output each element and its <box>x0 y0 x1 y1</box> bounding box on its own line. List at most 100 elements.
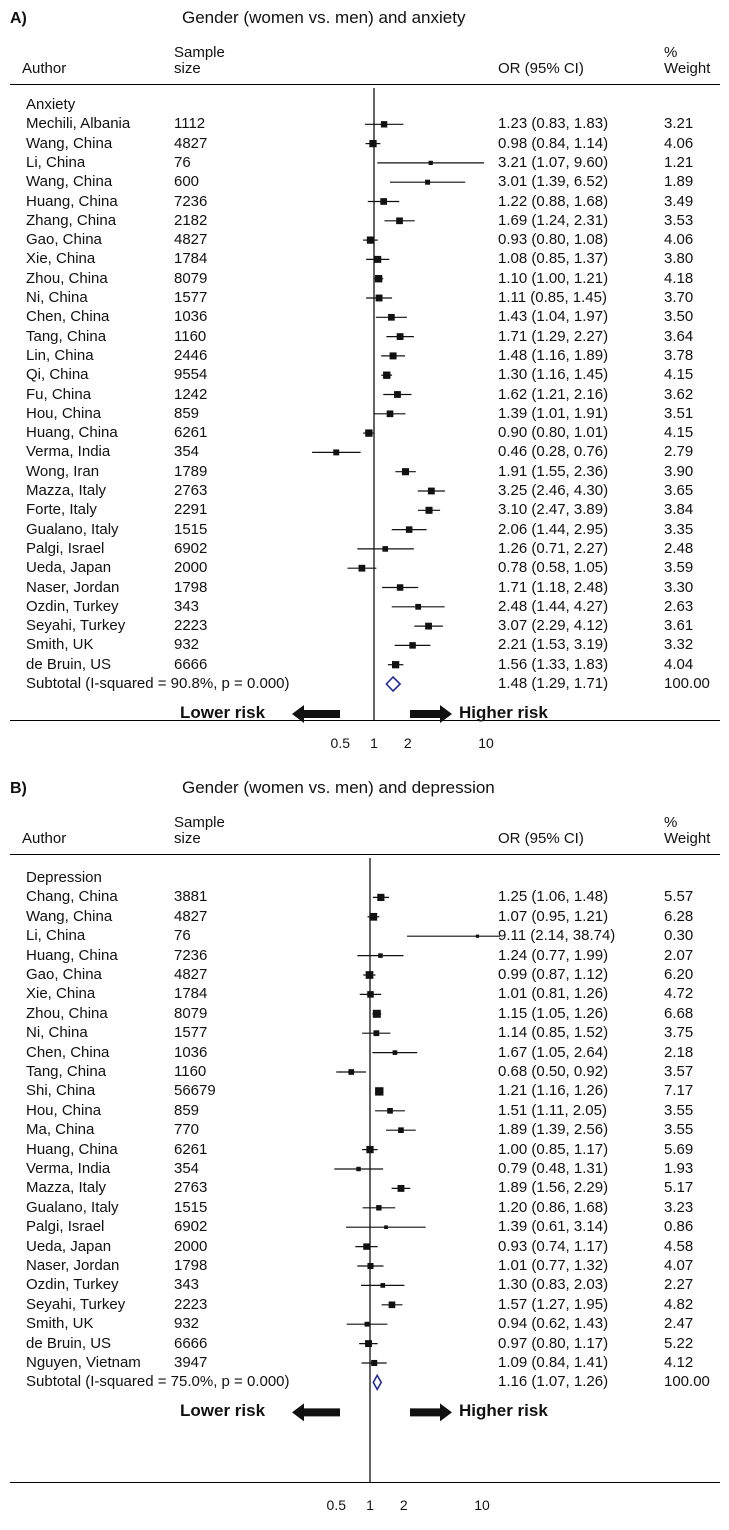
study-or-ci: 2.21 (1.53, 3.19) <box>498 636 609 654</box>
study-or-ci: 1.08 (0.85, 1.37) <box>498 250 609 268</box>
point-estimate <box>425 506 433 514</box>
point-estimate <box>373 1030 380 1037</box>
point-estimate <box>375 1087 384 1096</box>
study-weight: 3.21 <box>664 115 694 133</box>
point-estimate <box>425 622 432 630</box>
study-weight: 2.47 <box>664 1315 694 1333</box>
study-weight: 3.53 <box>664 211 694 229</box>
header-weight-1: % <box>664 814 678 831</box>
study-or-ci: 1.01 (0.77, 1.32) <box>498 1257 609 1274</box>
study-sample-size: 1515 <box>174 1198 208 1216</box>
study-weight: 3.49 <box>664 192 694 210</box>
group-label: Anxiety <box>26 96 76 113</box>
study-or-ci: 1.21 (1.16, 1.26) <box>498 1082 609 1100</box>
point-estimate <box>363 1243 370 1250</box>
study-sample-size: 1242 <box>174 385 208 403</box>
study-or-ci: 0.68 (0.50, 0.92) <box>498 1063 609 1080</box>
study-weight: 3.61 <box>664 617 694 635</box>
point-estimate <box>377 893 385 901</box>
study-weight: 0.86 <box>664 1218 694 1236</box>
point-estimate <box>383 371 391 379</box>
study-or-ci: 1.56 (1.33, 1.83) <box>498 655 609 673</box>
subtotal-or-ci: 1.48 (1.29, 1.71) <box>498 675 609 692</box>
study-sample-size: 2763 <box>174 482 208 499</box>
study-weight: 4.15 <box>664 366 694 384</box>
study-author: Huang, China <box>26 946 118 964</box>
study-weight: 3.64 <box>664 327 694 345</box>
study-or-ci: 1.89 (1.39, 2.56) <box>498 1121 609 1139</box>
study-or-ci: 1.48 (1.16, 1.89) <box>498 346 609 364</box>
point-estimate <box>396 584 404 591</box>
study-or-ci: 0.93 (0.80, 1.08) <box>498 231 609 249</box>
point-estimate <box>380 1283 386 1288</box>
study-weight: 4.12 <box>664 1354 694 1371</box>
study-author: Ni, China <box>26 289 88 306</box>
study-author: Verma, India <box>26 443 111 461</box>
study-sample-size: 6902 <box>174 1218 208 1236</box>
study-sample-size: 6902 <box>174 539 208 557</box>
study-or-ci: 1.57 (1.27, 1.95) <box>498 1295 609 1313</box>
study-sample-size: 343 <box>174 597 200 615</box>
point-estimate <box>388 1301 396 1309</box>
forest-plot: 0.5 1 2 10 <box>292 88 494 751</box>
study-author: Ma, China <box>26 1121 95 1139</box>
point-estimate <box>382 546 389 552</box>
point-estimate <box>367 1262 374 1270</box>
study-weight: 5.69 <box>664 1140 694 1158</box>
study-weight: 3.59 <box>664 559 694 577</box>
study-or-ci: 1.69 (1.24, 2.31) <box>498 211 609 229</box>
study-or-ci: 1.30 (1.16, 1.45) <box>498 366 609 384</box>
x-tick-label: 0.5 <box>327 1497 347 1513</box>
study-or-ci: 0.99 (0.87, 1.12) <box>498 966 609 983</box>
study-or-ci: 0.79 (0.48, 1.31) <box>498 1160 609 1177</box>
study-author: Forte, Italy <box>26 501 97 519</box>
study-author: Gao, China <box>26 966 102 983</box>
study-weight: 5.17 <box>664 1179 694 1197</box>
study-weight: 3.84 <box>664 501 694 519</box>
study-author: de Bruin, US <box>26 655 112 673</box>
study-author: Zhou, China <box>26 269 108 287</box>
study-weight: 2.63 <box>664 597 694 615</box>
study-weight: 3.23 <box>664 1198 694 1216</box>
study-sample-size: 1036 <box>174 308 208 326</box>
study-weight: 6.68 <box>664 1004 694 1022</box>
study-sample-size: 343 <box>174 1276 200 1294</box>
study-or-ci: 2.48 (1.44, 4.27) <box>498 597 609 615</box>
study-author: Smith, UK <box>26 636 94 654</box>
study-author: Naser, Jordan <box>26 578 120 596</box>
point-estimate <box>365 1340 372 1348</box>
study-author: Hou, China <box>26 1101 102 1119</box>
forest-plot: 0.5 1 2 10 <box>292 858 500 1513</box>
study-sample-size: 1160 <box>174 1063 207 1080</box>
higher-risk-arrow-icon <box>410 1403 452 1422</box>
study-weight: 5.57 <box>664 888 694 906</box>
study-or-ci: 1.07 (0.95, 1.21) <box>498 907 609 925</box>
study-or-ci: 1.26 (0.71, 2.27) <box>498 539 609 557</box>
study-sample-size: 2000 <box>174 559 208 577</box>
lower-risk-label: Lower risk <box>180 703 266 722</box>
study-author: Chen, China <box>26 308 110 326</box>
point-estimate <box>425 179 431 185</box>
study-or-ci: 0.78 (0.58, 1.05) <box>498 559 609 577</box>
header-sample-2: size <box>174 830 201 847</box>
study-sample-size: 6666 <box>174 1334 208 1352</box>
study-or-ci: 1.71 (1.29, 2.27) <box>498 327 609 345</box>
study-or-ci: 1.01 (0.81, 1.26) <box>498 985 609 1003</box>
study-or-ci: 3.25 (2.46, 4.30) <box>498 482 609 499</box>
study-weight: 0.30 <box>664 927 694 945</box>
study-author: Ozdin, Turkey <box>26 597 119 615</box>
study-weight: 4.04 <box>664 655 694 673</box>
study-author: Seyahi, Turkey <box>26 617 126 635</box>
study-sample-size: 3947 <box>174 1354 208 1371</box>
study-sample-size: 4827 <box>174 134 208 152</box>
study-sample-size: 9554 <box>174 366 208 384</box>
header-rule <box>10 84 720 85</box>
study-or-ci: 1.91 (1.55, 2.36) <box>498 462 609 480</box>
study-sample-size: 354 <box>174 443 200 461</box>
study-author: Huang, China <box>26 424 118 442</box>
axis-rule <box>10 720 720 721</box>
study-sample-size: 76 <box>174 153 191 171</box>
panel-label: B) <box>10 780 27 797</box>
study-or-ci: 1.22 (0.88, 1.68) <box>498 192 609 210</box>
study-author: Ozdin, Turkey <box>26 1276 119 1294</box>
